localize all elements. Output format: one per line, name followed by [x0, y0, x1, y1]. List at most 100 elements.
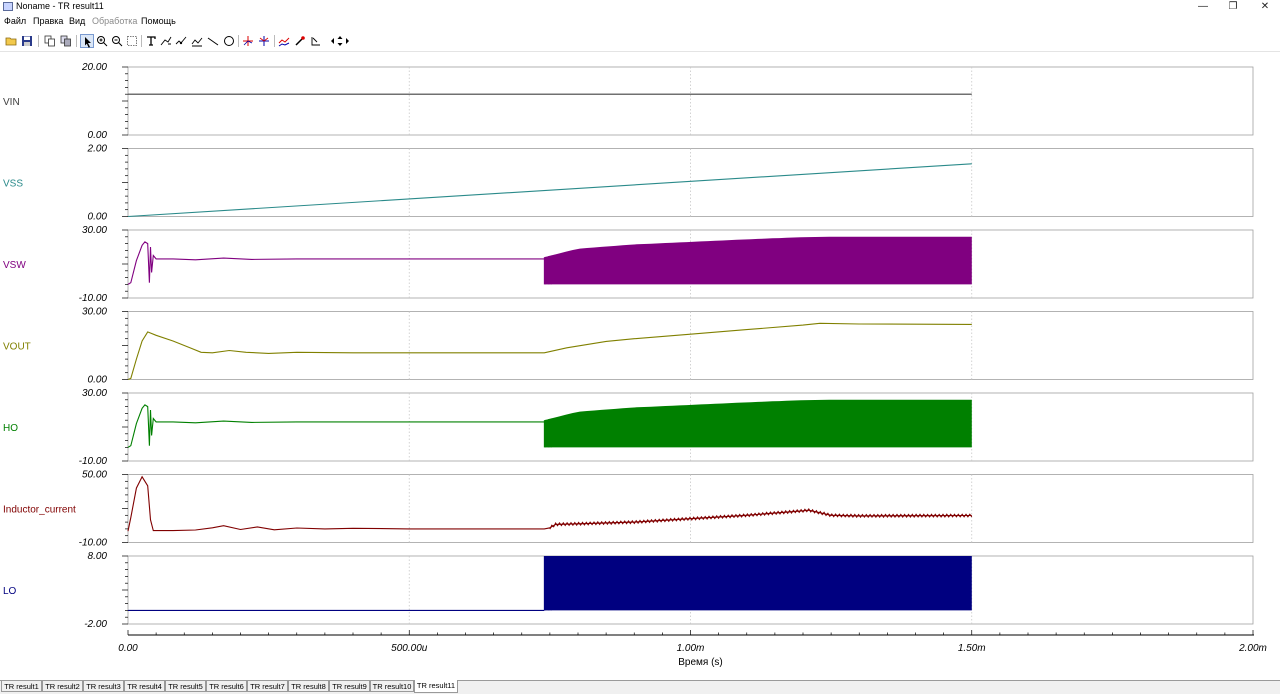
tab-tr-result11[interactable]: TR result11: [414, 680, 458, 693]
hbar-icon: [191, 37, 203, 47]
pointer-icon: [85, 37, 91, 48]
tab-tr-result5[interactable]: TR result5: [165, 681, 206, 692]
trace-vss: [127, 163, 972, 218]
copy-icon: [44, 35, 55, 47]
plot-frame-inductor-current: [127, 474, 1254, 543]
hbar-button[interactable]: [190, 34, 204, 48]
probe-icon: [295, 36, 305, 46]
cursor-a-icon: [243, 36, 253, 46]
x-tick-label: 0.00: [118, 643, 138, 654]
y-tick-label-vout-max: 30.00: [82, 307, 107, 318]
point-label-icon: [175, 36, 187, 45]
zoom-out-icon: [112, 36, 123, 47]
y-tick-label-lo-max: 8.00: [88, 551, 108, 562]
line-icon: [207, 37, 219, 46]
tab-tr-result1[interactable]: TR result1: [1, 681, 42, 692]
cursor-a-button[interactable]: [241, 34, 255, 48]
save-button[interactable]: [20, 34, 34, 48]
menu-help[interactable]: Помощь: [141, 16, 176, 26]
text-icon: [147, 36, 156, 46]
trace-vout: [127, 322, 972, 381]
circle-icon: [224, 36, 234, 46]
channel-name-lo: LO: [3, 586, 17, 597]
tab-tr-result4[interactable]: TR result4: [124, 681, 165, 692]
y-tick-label-vin-min: 0.00: [88, 130, 108, 141]
y-tick-label-vsw-min: -10.00: [79, 293, 108, 304]
channel-name-vout: VOUT: [3, 342, 31, 353]
scroll-arrows-icon: [331, 36, 349, 46]
copy-all-button[interactable]: [59, 34, 73, 48]
switching-band-vsw: [544, 236, 972, 285]
line-button[interactable]: [206, 34, 220, 48]
text-button[interactable]: [144, 34, 158, 48]
tab-tr-result7[interactable]: TR result7: [247, 681, 288, 692]
x-axis-label: Время (s): [678, 657, 723, 668]
open-button[interactable]: [4, 34, 18, 48]
zoom-window-button[interactable]: [125, 34, 139, 48]
plot-frame-vout: [127, 311, 1254, 380]
y-tick-label-lo-min: -2.00: [84, 619, 107, 630]
toolbar: [0, 31, 1280, 52]
y-tick-label-vss-min: 0.00: [88, 212, 108, 223]
toolbar-separator: [274, 35, 275, 47]
cursor-b-button[interactable]: [257, 34, 271, 48]
zoom-in-icon: [97, 36, 108, 47]
channel-name-vss: VSS: [3, 179, 23, 190]
tab-tr-result6[interactable]: TR result6: [206, 681, 247, 692]
menu-processing[interactable]: Обработка: [92, 16, 138, 26]
probe-button[interactable]: [293, 34, 307, 48]
y-tick-label-inductor-current-max: 50.00: [82, 470, 107, 481]
trace-vsw: [127, 241, 545, 285]
menu-file[interactable]: Файл: [4, 16, 27, 26]
y-tick-label-vin-max: 20.00: [81, 62, 107, 73]
trace-ho: [127, 404, 545, 448]
waveform-plot-area[interactable]: 20.00 0.00 VIN 2.00 0.00 VSS 30.00 -10.00 VSW 30.…: [0, 52, 1280, 678]
y-tick-label-ho-max: 30.00: [82, 388, 107, 399]
toolbar-separator: [141, 35, 142, 47]
y-tick-label-vsw-max: 30.00: [82, 225, 107, 236]
pointer-button[interactable]: [80, 34, 94, 48]
tab-tr-result10[interactable]: TR result10: [370, 681, 414, 692]
restore-button[interactable]: ❐: [1228, 1, 1238, 12]
cursor-b-icon: [259, 36, 269, 46]
curve-add-icon: [278, 37, 290, 47]
tab-tr-result9[interactable]: TR result9: [329, 681, 370, 692]
curve-label-button[interactable]: [159, 34, 173, 48]
save-icon: [22, 36, 32, 46]
y-tick-label-inductor-current-min: -10.00: [79, 538, 108, 549]
y-tick-label-ho-min: -10.00: [79, 456, 108, 467]
scroll-arrows-button[interactable]: [328, 34, 352, 48]
circle-button[interactable]: [222, 34, 236, 48]
copy-button[interactable]: [43, 34, 57, 48]
curve-add-button[interactable]: [277, 34, 291, 48]
window-title: Noname - TR result11: [16, 1, 104, 11]
close-button[interactable]: ✕: [1260, 1, 1270, 12]
zoom-out-button[interactable]: [110, 34, 124, 48]
x-tick-label: 1.00m: [677, 643, 705, 654]
point-label-button[interactable]: [174, 34, 188, 48]
menu-edit[interactable]: Правка: [33, 16, 64, 26]
toolbar-separator: [38, 35, 39, 47]
result-tabs: TR result1 TR result2 TR result3 TR result4…: [0, 680, 1280, 694]
tab-tr-result3[interactable]: TR result3: [83, 681, 124, 692]
minimize-button[interactable]: —: [1198, 1, 1208, 12]
curve-label-icon: [160, 36, 172, 46]
zoom-in-button[interactable]: [95, 34, 109, 48]
toolbar-separator: [238, 35, 239, 47]
x-tick-label: 500.00u: [391, 643, 428, 654]
step-button[interactable]: [309, 34, 323, 48]
channel-name-vsw: VSW: [3, 260, 26, 271]
zoom-window-icon: [127, 36, 137, 46]
toolbar-separator: [76, 35, 77, 47]
menu-bar: Файл Правка Вид Обработка Помощь: [0, 15, 1280, 29]
app-icon: [3, 2, 13, 11]
switching-band-lo: [544, 556, 972, 611]
step-icon: [311, 37, 320, 46]
tab-tr-result2[interactable]: TR result2: [42, 681, 83, 692]
tab-tr-result8[interactable]: TR result8: [288, 681, 329, 692]
channel-name-inductor-current: Inductor_current: [3, 505, 76, 516]
menu-view[interactable]: Вид: [69, 16, 86, 26]
channel-name-ho: HO: [3, 423, 18, 434]
copy-all-icon: [60, 35, 71, 47]
trace-inductor-current: [127, 475, 972, 532]
